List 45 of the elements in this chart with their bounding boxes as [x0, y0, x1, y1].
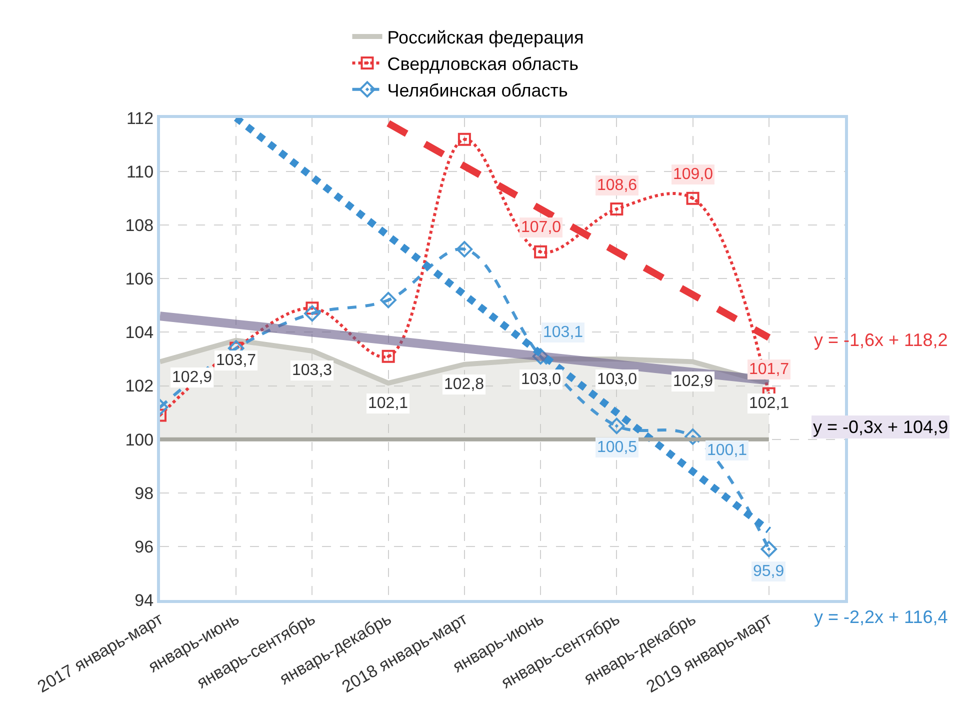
- point: [610, 202, 624, 216]
- legend-label: Российская федерация: [387, 28, 584, 48]
- point: [684, 428, 701, 445]
- data-label: 102,8: [444, 376, 484, 393]
- point: [760, 540, 778, 558]
- data-label: 102,9: [673, 373, 714, 390]
- data-label: 103,3: [292, 362, 332, 379]
- annotation: y = -1,6x + 118,2: [814, 330, 948, 350]
- point: [456, 241, 473, 258]
- point: [534, 245, 548, 258]
- data-label: 102,1: [368, 395, 408, 412]
- data-label: 95,9: [753, 563, 784, 580]
- legend-label: Челябинская область: [387, 80, 568, 100]
- data-label: 101,7: [749, 361, 790, 378]
- y-tick-label: 102: [125, 376, 154, 396]
- y-tick-label: 108: [125, 216, 154, 236]
- point: [686, 192, 700, 205]
- point: [382, 350, 395, 363]
- y-tick-label: 112: [126, 108, 154, 128]
- legend-label: Свердловская область: [387, 54, 578, 74]
- point: [458, 132, 471, 146]
- y-tick-label: 96: [134, 537, 154, 556]
- y-tick-label: 104: [125, 323, 154, 342]
- data-label: 107,0: [521, 219, 562, 236]
- data-label: 103,7: [216, 352, 256, 369]
- data-label: 102,1: [749, 395, 790, 412]
- data-label: 103,0: [597, 371, 638, 388]
- point: [532, 348, 549, 364]
- data-label: 102,9: [172, 369, 212, 386]
- data-label: 100,1: [707, 442, 748, 459]
- data-label: 103,1: [543, 324, 584, 341]
- y-tick-label: 98: [134, 484, 154, 503]
- y-tick-label: 94: [134, 590, 154, 610]
- data-label: 103,0: [521, 371, 562, 388]
- point: [608, 418, 625, 434]
- point: [380, 292, 396, 308]
- data-label: 100,5: [597, 439, 638, 456]
- annotation: y = -0,3x + 104,9: [813, 417, 948, 437]
- y-tick-label: 110: [126, 162, 154, 182]
- data-label: 109,0: [673, 166, 714, 183]
- data-label: 108,6: [597, 177, 638, 194]
- y-tick-label: 100: [125, 430, 154, 450]
- text: y = -2,2x + 116,4: [814, 607, 948, 627]
- point: [304, 305, 320, 322]
- y-tick-label: 106: [125, 270, 154, 289]
